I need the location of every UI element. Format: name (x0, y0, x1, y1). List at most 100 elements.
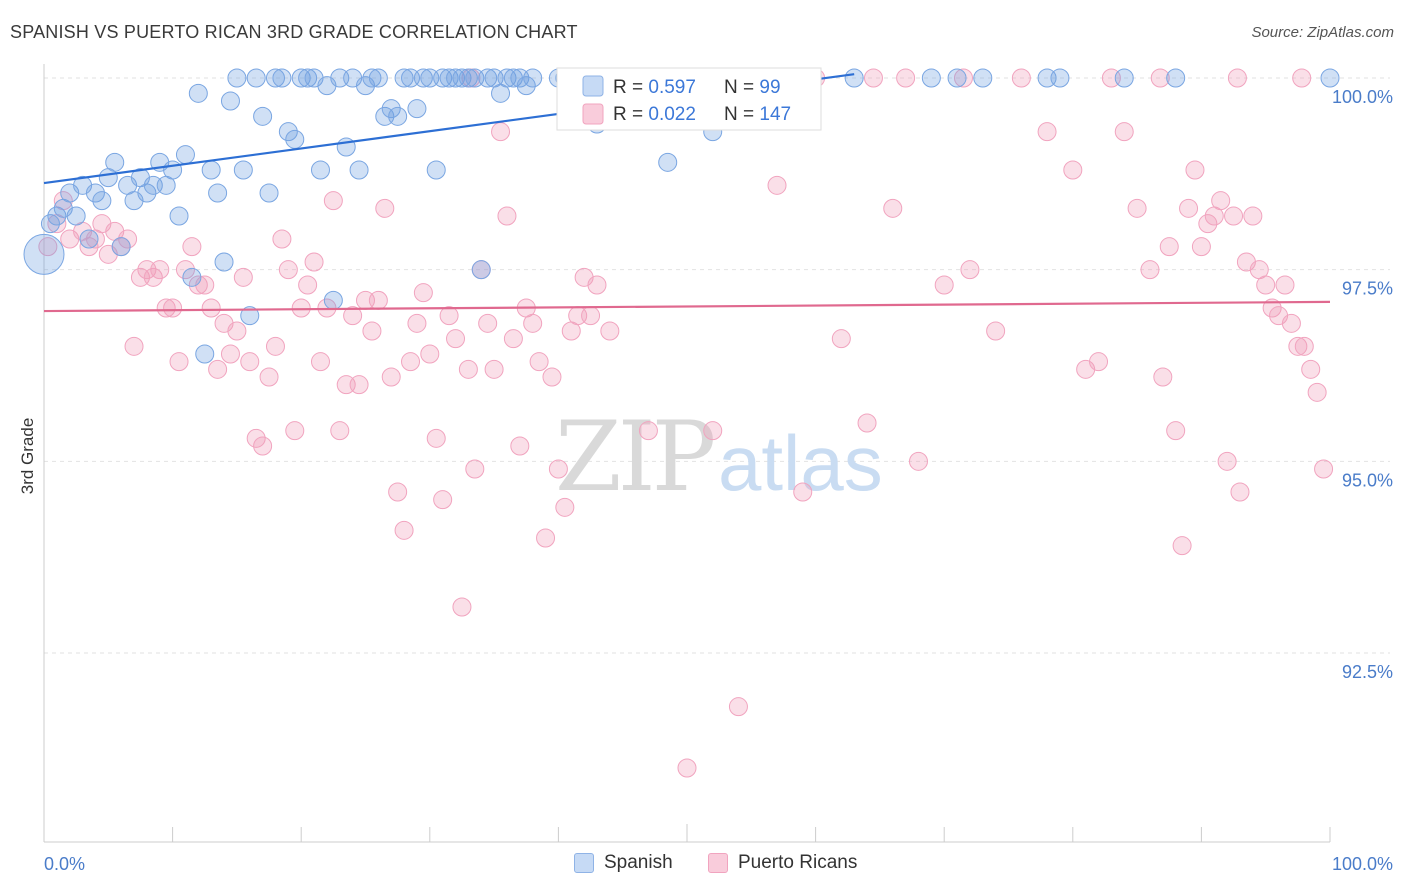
point-puerto-ricans-103 (960, 260, 980, 280)
point-puerto-ricans-29 (233, 267, 253, 287)
y-tick-label-2: 95.0% (1342, 470, 1393, 490)
y-axis-label: 3rd Grade (18, 418, 37, 495)
point-puerto-ricans-139 (1314, 459, 1334, 479)
point-puerto-ricans-89 (677, 758, 697, 778)
point-puerto-ricans-126 (1230, 482, 1250, 502)
point-spanish-22 (175, 145, 195, 165)
point-puerto-ricans-79 (555, 497, 575, 517)
point-puerto-ricans-100 (896, 68, 916, 88)
point-spanish-51 (362, 68, 382, 88)
legend-r-value-1: 0.597 (648, 77, 696, 98)
point-spanish-28 (214, 252, 234, 272)
point-spanish-76 (523, 68, 543, 88)
point-spanish-5 (66, 206, 86, 226)
point-spanish-55 (388, 106, 408, 126)
point-spanish-1 (40, 214, 60, 234)
point-puerto-ricans-138 (1307, 382, 1327, 402)
point-puerto-ricans-50 (368, 290, 388, 310)
point-puerto-ricans-124 (1217, 451, 1237, 471)
point-puerto-ricans-85 (600, 321, 620, 341)
point-puerto-ricans-21 (182, 237, 202, 257)
source-label: Source: ZipAtlas.com (1251, 24, 1394, 41)
point-puerto-ricans-43 (323, 191, 343, 211)
legend-swatch-puerto-ricans (708, 853, 728, 873)
point-puerto-ricans-75 (529, 352, 549, 372)
point-puerto-ricans-116 (1166, 421, 1186, 441)
point-puerto-ricans-101 (908, 451, 928, 471)
point-puerto-ricans-121 (1198, 214, 1218, 234)
point-puerto-ricans-0 (38, 237, 58, 257)
point-spanish-68 (471, 260, 491, 280)
point-puerto-ricans-112 (1127, 198, 1147, 218)
point-puerto-ricans-5 (79, 237, 99, 257)
point-puerto-ricans-37 (285, 421, 305, 441)
point-spanish-25 (195, 344, 215, 364)
point-puerto-ricans-144 (1150, 68, 1170, 88)
point-puerto-ricans-47 (349, 375, 369, 395)
point-puerto-ricans-54 (394, 520, 414, 540)
point-puerto-ricans-59 (426, 428, 446, 448)
legend-item-puerto-ricans: Puerto Ricans (708, 852, 857, 874)
point-spanish-69 (478, 68, 498, 88)
point-puerto-ricans-115 (1159, 237, 1179, 257)
svg-text:R = 0.022: R = 0.022 (613, 104, 696, 125)
point-puerto-ricans-133 (1275, 275, 1295, 295)
svg-text:R = 0.597: R = 0.597 (613, 77, 696, 98)
point-spanish-91 (921, 68, 941, 88)
y-tick-label-0: 100.0% (1332, 87, 1393, 107)
point-spanish-54 (381, 99, 401, 119)
point-puerto-ricans-76 (536, 528, 556, 548)
point-puerto-ricans-71 (503, 329, 523, 349)
point-puerto-ricans-35 (272, 229, 292, 249)
point-puerto-ricans-56 (407, 313, 427, 333)
point-puerto-ricans-41 (310, 352, 330, 372)
point-spanish-11 (105, 152, 125, 172)
point-spanish-58 (407, 99, 427, 119)
point-puerto-ricans-113 (1140, 260, 1160, 280)
y-tick-labels: 100.0% 97.5% 95.0% 92.5% (1332, 87, 1393, 682)
point-puerto-ricans-58 (420, 344, 440, 364)
point-puerto-ricans-105 (1011, 68, 1031, 88)
point-puerto-ricans-22 (188, 275, 208, 295)
point-spanish-92 (947, 68, 967, 88)
legend-r-label-1: R = (613, 77, 648, 98)
point-spanish-34 (253, 106, 273, 126)
legend-swatch-spanish (574, 853, 594, 873)
point-puerto-ricans-74 (523, 313, 543, 333)
series-legend: Spanish Puerto Ricans (0, 852, 1406, 878)
point-puerto-ricans-72 (510, 436, 530, 456)
legend-n-value-1: 99 (759, 77, 780, 98)
svg-text:N = 99: N = 99 (724, 77, 781, 98)
point-puerto-ricans-99 (883, 198, 903, 218)
point-puerto-ricans-44 (330, 421, 350, 441)
point-puerto-ricans-36 (278, 260, 298, 280)
point-puerto-ricans-135 (1288, 336, 1308, 356)
point-spanish-90 (844, 68, 864, 88)
point-puerto-ricans-20 (175, 260, 195, 280)
point-puerto-ricans-91 (703, 421, 723, 441)
point-puerto-ricans-134 (1281, 313, 1301, 333)
point-puerto-ricans-94 (767, 175, 787, 195)
legend-swatch-puerto-ricans (582, 103, 604, 125)
point-puerto-ricans-34 (265, 336, 285, 356)
point-puerto-ricans-107 (1063, 160, 1083, 180)
point-puerto-ricans-39 (298, 275, 318, 295)
point-puerto-ricans-104 (986, 321, 1006, 341)
point-puerto-ricans-38 (291, 298, 311, 318)
point-puerto-ricans-95 (793, 482, 813, 502)
point-puerto-ricans-137 (1301, 359, 1321, 379)
point-puerto-ricans-12 (124, 336, 144, 356)
point-puerto-ricans-109 (1089, 352, 1109, 372)
point-spanish-45 (323, 290, 343, 310)
point-puerto-ricans-123 (1211, 191, 1231, 211)
point-puerto-ricans-98 (857, 413, 877, 433)
point-spanish-9 (92, 191, 112, 211)
point-puerto-ricans-64 (458, 359, 478, 379)
point-puerto-ricans-143 (953, 68, 973, 88)
legend-label-puerto-ricans: Puerto Ricans (738, 852, 858, 873)
point-spanish-66 (458, 68, 478, 88)
point-puerto-ricans-19 (169, 352, 189, 372)
point-puerto-ricans-32 (253, 436, 273, 456)
point-puerto-ricans-92 (728, 697, 748, 717)
